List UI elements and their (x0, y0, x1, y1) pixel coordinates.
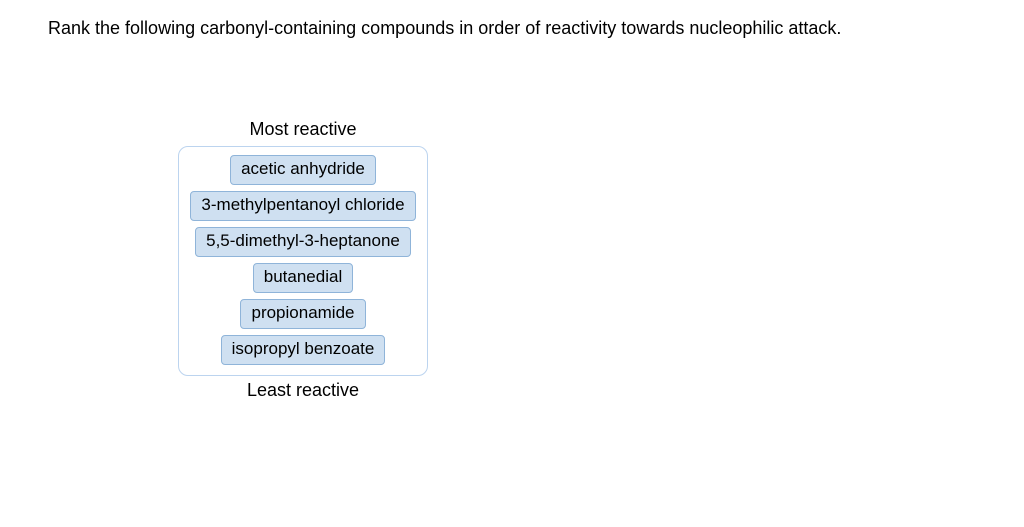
rank-item[interactable]: isopropyl benzoate (221, 335, 386, 365)
rank-item[interactable]: 3-methylpentanoyl chloride (190, 191, 415, 221)
most-reactive-label: Most reactive (188, 119, 418, 140)
rank-item[interactable]: acetic anhydride (230, 155, 376, 185)
rank-item[interactable]: butanedial (253, 263, 353, 293)
ranking-area: Most reactive acetic anhydride 3-methylp… (178, 119, 1024, 401)
question-text: Rank the following carbonyl-containing c… (48, 18, 1024, 39)
ranking-dropzone[interactable]: acetic anhydride 3-methylpentanoyl chlor… (178, 146, 428, 376)
rank-item[interactable]: 5,5-dimethyl-3-heptanone (195, 227, 411, 257)
least-reactive-label: Least reactive (188, 380, 418, 401)
rank-item[interactable]: propionamide (240, 299, 365, 329)
